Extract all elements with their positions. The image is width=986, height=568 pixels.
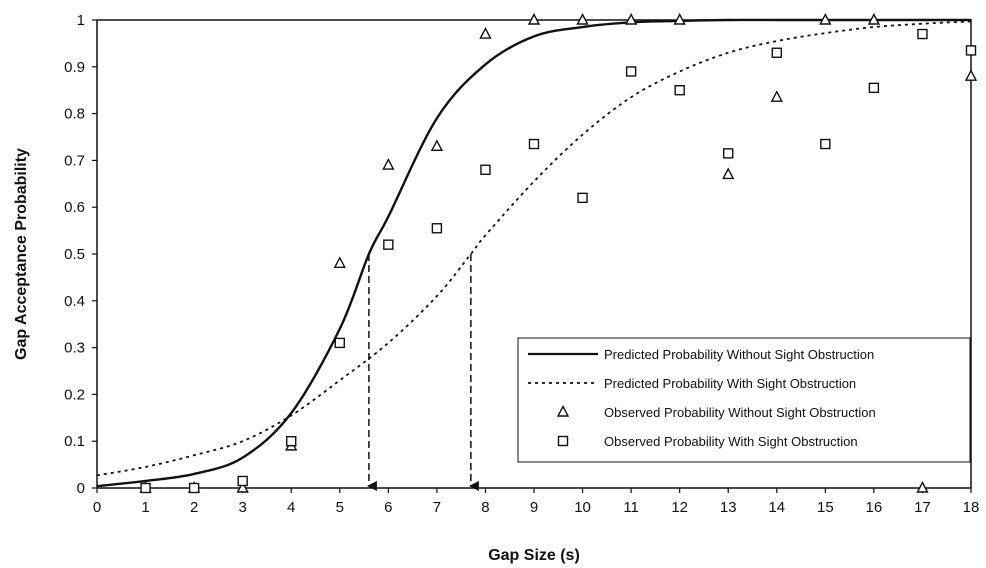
observed-point-with-obstruction: [625, 66, 637, 77]
y-tick-label: 0.1: [64, 433, 85, 450]
observed-point-with-obstruction: [965, 45, 977, 56]
x-tick-label: 14: [768, 499, 785, 516]
observed-point-without-obstruction: [673, 12, 686, 25]
y-tick-label: 0.9: [64, 59, 85, 76]
y-tick-label: 0: [77, 480, 85, 497]
x-axis-title: Gap Size (s): [488, 547, 580, 564]
x-tick-label: 6: [384, 499, 392, 516]
x-tick-label: 5: [336, 499, 344, 516]
observed-point-without-obstruction: [576, 12, 589, 25]
observed-point-with-obstruction: [480, 164, 491, 175]
observed-point-without-obstruction: [624, 12, 638, 25]
x-tick-label: 8: [481, 499, 489, 516]
observed-point-with-obstruction: [528, 138, 540, 150]
observed-point-without-obstruction: [430, 139, 444, 152]
legend-label: Observed Probability With Sight Obstruct…: [604, 434, 858, 449]
observed-point-with-obstruction: [188, 482, 200, 494]
x-tick-label: 9: [530, 499, 538, 516]
observed-point-without-obstruction: [867, 12, 881, 25]
observed-point-with-obstruction: [723, 148, 734, 159]
observed-point-without-obstruction: [479, 27, 492, 39]
x-tick-label: 10: [574, 499, 591, 516]
x-tick-label: 16: [866, 499, 883, 516]
legend-label: Predicted Probability Without Sight Obst…: [604, 347, 874, 362]
observed-point-with-obstruction: [286, 436, 297, 447]
y-tick-label: 0.8: [64, 106, 85, 123]
observed-point-without-obstruction: [382, 158, 395, 170]
predicted-curves: [96, 18, 972, 488]
observed-point-with-obstruction: [917, 28, 928, 40]
x-tick-label: 15: [817, 499, 834, 516]
predicted-line-without-obstruction: [96, 18, 971, 488]
x-tick-label: 13: [720, 499, 737, 516]
observed-point-without-obstruction: [964, 69, 978, 81]
x-tick-label: 17: [914, 499, 931, 516]
x-tick-label: 18: [963, 499, 980, 516]
observed-point-with-obstruction: [577, 192, 588, 204]
observed-point-without-obstruction: [770, 90, 783, 102]
observed-point-with-obstruction: [868, 82, 880, 94]
y-tick-label: 1: [77, 12, 85, 29]
y-tick-label: 0.4: [64, 293, 85, 310]
legend-label: Observed Probability Without Sight Obstr…: [604, 405, 876, 420]
observed-point-with-obstruction: [431, 223, 443, 234]
observed-point-without-obstruction: [333, 256, 346, 269]
observed-point-without-obstruction: [916, 480, 929, 493]
legend-swatch: [557, 435, 569, 447]
observed-point-with-obstruction: [383, 239, 394, 250]
x-tick-label: 1: [141, 499, 149, 516]
legend-label: Predicted Probability With Sight Obstruc…: [604, 376, 856, 391]
legend-swatch: [556, 404, 570, 417]
y-tick-label: 0.6: [64, 199, 85, 216]
x-tick-label: 3: [238, 499, 246, 516]
x-tick-label: 7: [433, 499, 441, 516]
x-tick-label: 4: [287, 499, 295, 516]
observed-point-with-obstruction: [237, 475, 248, 487]
observed-point-with-obstruction: [674, 84, 685, 96]
observed-point-without-obstruction: [819, 12, 832, 25]
observed-point-with-obstruction: [771, 47, 782, 58]
y-tick-label: 0.2: [64, 386, 85, 403]
y-tick-label: 0.5: [64, 246, 85, 263]
legend: Predicted Probability Without Sight Obst…: [517, 337, 971, 463]
legend-box: [517, 337, 971, 463]
x-tick-label: 0: [93, 499, 101, 516]
x-tick-label: 12: [671, 499, 688, 516]
y-axis-title: Gap Acceptance Probability: [13, 148, 30, 360]
y-axis-ticks: 0 0.1 0.2 0.3 0.4 0.5 0.6 0.7 0.8 0.9 1: [64, 12, 97, 497]
predicted-line-with-obstruction: [96, 20, 972, 477]
observed-point-without-obstruction: [527, 12, 541, 25]
observed-point-with-obstruction: [334, 337, 345, 349]
y-tick-label: 0.7: [64, 152, 85, 169]
observed-point-without-obstruction: [236, 480, 249, 493]
x-tick-label: 2: [190, 499, 198, 516]
x-tick-label: 11: [623, 499, 639, 516]
x-axis-ticks: 0 1 2 3 4 5 6 7 8 9 10 11 12 13 14 15 16 17 18: [93, 488, 980, 516]
observed-point-without-obstruction: [722, 167, 735, 180]
observed-point-with-obstruction: [820, 138, 831, 150]
observed-point-with-obstruction: [140, 482, 151, 494]
reference-arrows: [366, 254, 479, 491]
y-tick-label: 0.3: [64, 340, 85, 357]
observed-markers: [139, 12, 978, 494]
